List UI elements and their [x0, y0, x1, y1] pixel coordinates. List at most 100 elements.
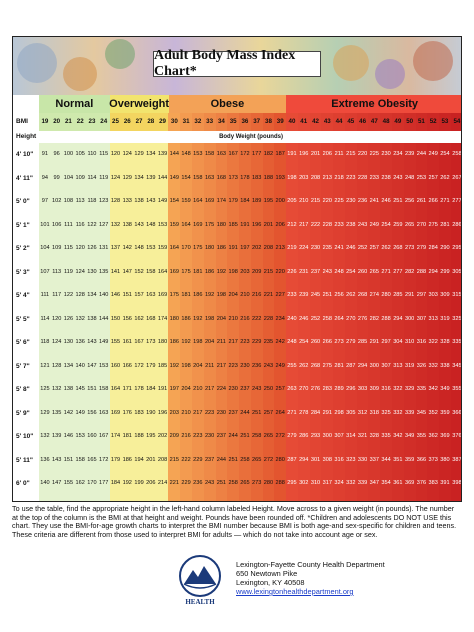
weight-cell: 224 — [215, 378, 228, 402]
weight-cell: 305 — [450, 260, 461, 284]
weight-cell: 217 — [227, 331, 240, 355]
weight-cell: 316 — [333, 448, 345, 472]
weight-cell: 115 — [97, 143, 110, 167]
weight-cell: 249 — [274, 354, 287, 378]
weight-cell: 246 — [297, 307, 310, 331]
weight-cell: 366 — [450, 401, 461, 425]
weight-cell: 206 — [321, 143, 334, 167]
height-cell: 4' 11" — [13, 166, 40, 190]
weight-cell: 238 — [380, 166, 392, 190]
weight-cell: 297 — [380, 331, 392, 355]
weight-cell: 275 — [321, 354, 334, 378]
weight-cell: 268 — [356, 284, 369, 308]
height-cell: 5' 9" — [13, 401, 40, 425]
weight-cell: 308 — [321, 448, 334, 472]
weight-header-row: Height Body Weight (pounds) — [13, 131, 461, 143]
weight-cell: 325 — [450, 307, 461, 331]
weight-cell: 167 — [97, 425, 110, 449]
weight-cell: 322 — [391, 378, 404, 402]
weight-cell: 163 — [97, 401, 110, 425]
weight-cell: 210 — [180, 401, 192, 425]
weight-cell: 326 — [321, 495, 334, 501]
weight-cell: 195 — [262, 190, 275, 214]
weight-cell: 214 — [156, 472, 169, 496]
weight-cell: 211 — [333, 143, 345, 167]
bmi-header-cell: 25 — [109, 113, 122, 131]
weight-cell: 222 — [180, 448, 192, 472]
weight-cell: 295 — [450, 237, 461, 261]
weight-cell: 329 — [403, 378, 416, 402]
bmi-header-cell: 34 — [215, 113, 228, 131]
weight-cell: 248 — [333, 260, 345, 284]
weight-cell: 184 — [144, 378, 157, 402]
weight-cell: 106 — [50, 213, 63, 237]
weight-cell: 167 — [227, 143, 240, 167]
weight-cell: 102 — [50, 190, 63, 214]
weight-cell: 217 — [215, 354, 228, 378]
weight-cell: 280 — [262, 472, 275, 496]
weight-cell: 117 — [50, 284, 63, 308]
weight-cell: 364 — [380, 495, 392, 501]
weight-cell: 116 — [74, 213, 87, 237]
weight-cell: 134 — [86, 284, 98, 308]
bmi-header-cell: 48 — [380, 113, 392, 131]
weight-cell: 347 — [368, 472, 381, 496]
weight-cell: 120 — [109, 143, 122, 167]
weight-cell: 256 — [403, 190, 416, 214]
weight-cell: 241 — [368, 190, 381, 214]
weight-cell: 124 — [74, 260, 87, 284]
weight-cell: 119 — [62, 260, 75, 284]
weight-cell: 158 — [97, 378, 110, 402]
weight-cell: 307 — [415, 307, 428, 331]
weight-cell: 300 — [368, 354, 381, 378]
weight-cell: 359 — [439, 401, 451, 425]
weight-cell: 345 — [450, 354, 461, 378]
weight-cell: 225 — [368, 143, 381, 167]
weight-cell: 243 — [262, 354, 275, 378]
weight-cell: 251 — [215, 472, 228, 496]
weight-cell: 398 — [450, 472, 461, 496]
weight-cell: 361 — [391, 472, 404, 496]
weight-cell: 208 — [262, 237, 275, 261]
weight-cell: 251 — [239, 425, 251, 449]
weight-cell: 270 — [297, 378, 310, 402]
weight-cell: 252 — [309, 307, 322, 331]
weight-cell: 335 — [450, 331, 461, 355]
weight-cell: 258 — [227, 472, 240, 496]
weight-cell: 155 — [62, 472, 75, 496]
table-row: 5' 4" 111 117 122 128 134 140 146 151 157 163 169 17… — [13, 284, 461, 308]
weight-cell: 294 — [297, 448, 310, 472]
bmi-header-cell: 24 — [97, 113, 110, 131]
weight-cell: 129 — [39, 401, 51, 425]
weight-cell: 139 — [50, 425, 63, 449]
weight-cell: 356 — [368, 495, 381, 501]
weight-cell: 285 — [356, 331, 369, 355]
height-cell: 5' 5" — [13, 307, 40, 331]
weight-cell: 288 — [380, 307, 392, 331]
weight-cell: 174 — [86, 495, 98, 501]
weight-cell: 254 — [297, 331, 310, 355]
table-row: 4' 11" 94 99 104 109 114 119 124 129 134 139 144 149… — [13, 166, 461, 190]
weight-cell: 144 — [97, 307, 110, 331]
weight-cell: 251 — [321, 284, 334, 308]
weight-cell: 181 — [191, 260, 204, 284]
website-link[interactable]: www.lexingtonhealthdepartment.org — [236, 587, 354, 596]
weight-cell: 221 — [262, 284, 275, 308]
weight-cell: 233 — [368, 166, 381, 190]
weight-cell: 330 — [356, 448, 369, 472]
weight-cell: 272 — [262, 448, 275, 472]
weight-cell: 339 — [356, 472, 369, 496]
weight-cell: 223 — [227, 354, 240, 378]
weight-cell: 215 — [168, 448, 181, 472]
weight-cell: 204 — [191, 354, 204, 378]
weight-cell: 122 — [62, 284, 75, 308]
weight-cell: 178 — [133, 378, 145, 402]
weight-cell: 153 — [156, 213, 169, 237]
weight-cell: 277 — [450, 190, 461, 214]
weight-cell: 179 — [227, 190, 240, 214]
weight-cell: 257 — [427, 166, 440, 190]
bmi-header-cell: 29 — [156, 113, 169, 131]
weight-cell: 309 — [439, 284, 451, 308]
body-weight-label: Body Weight (pounds) — [219, 134, 283, 140]
weight-cell: 284 — [427, 237, 440, 261]
